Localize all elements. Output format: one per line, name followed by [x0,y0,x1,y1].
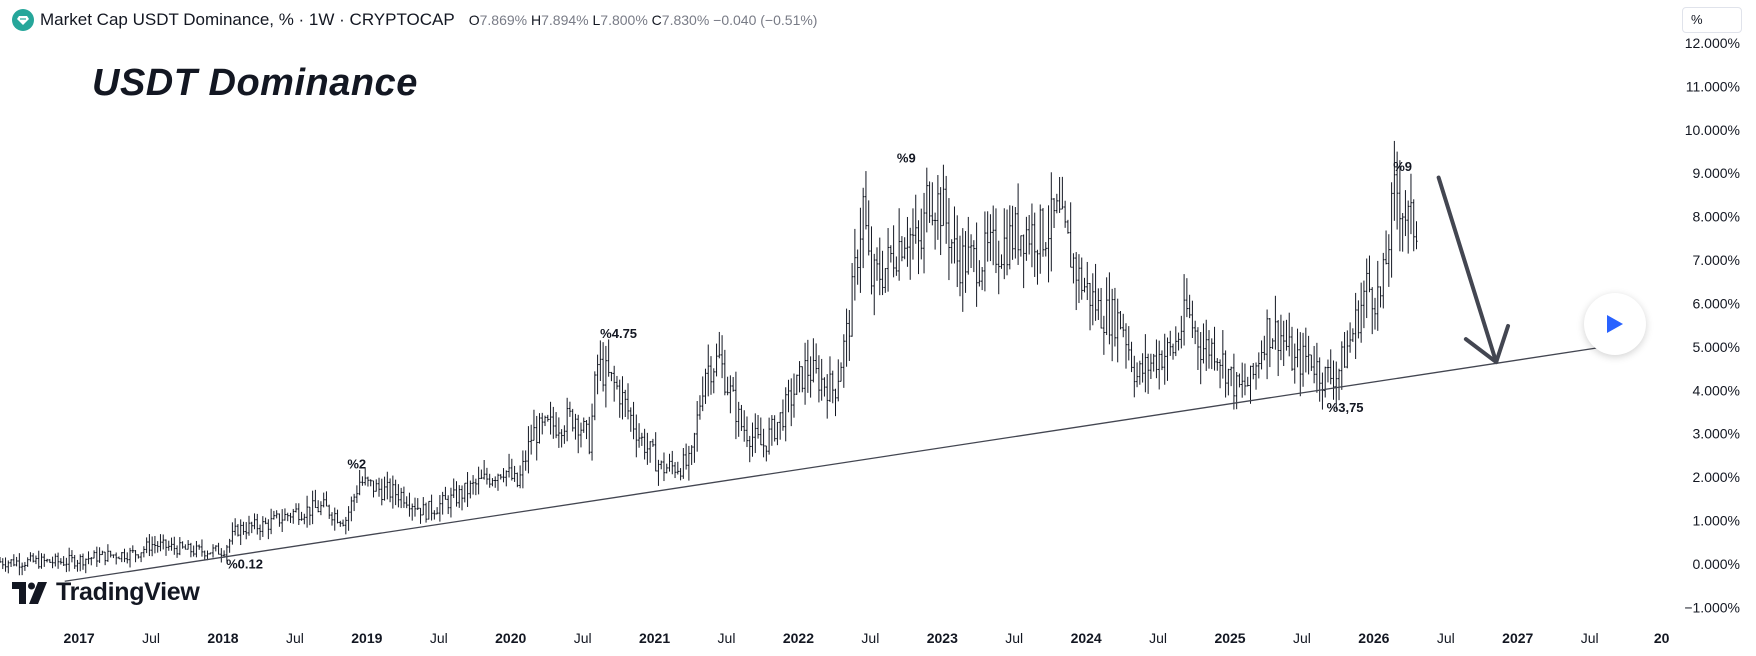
price-annotation: %9 [1393,159,1412,174]
y-tick-label: 0.000% [1693,556,1740,572]
y-tick-label: 8.000% [1693,209,1740,225]
y-tick-label: 9.000% [1693,165,1740,181]
overlay-title: USDT Dominance [92,62,418,104]
ohlc-values: O7.869% H7.894% L7.800% C7.830% −0.040 (… [469,12,818,28]
y-tick-label: 12.000% [1685,35,1740,51]
close-value: 7.830% [661,12,710,28]
high-value: 7.894% [541,12,589,28]
x-tick-label: 2018 [207,630,238,646]
price-annotation: %0.12 [226,556,263,571]
x-tick-label: Jul [430,630,448,646]
price-annotation: %3,75 [1327,400,1364,415]
x-axis[interactable]: 2017 Jul 2018 Jul 2019 Jul 2020 Jul 2021 Jul 2022 J… [64,630,1670,646]
x-tick-label: Jul [861,630,879,646]
y-tick-label: 5.000% [1693,339,1740,355]
y-tick-label: 11.000% [1686,78,1740,94]
trendline-layer [64,346,1605,582]
arrow-layer [1436,175,1511,365]
x-tick-label: 2027 [1502,630,1533,646]
tradingview-logo-icon [12,581,47,604]
legend-header: Market Cap USDT Dominance, % · 1W · CRYP… [12,8,817,32]
y-axis[interactable]: 12.000% 11.000% 10.000% 9.000% 8.000% 7.000% 6… [1684,35,1740,615]
change-value: −0.040 (−0.51%) [713,12,818,28]
x-tick-label: 2024 [1071,630,1102,646]
play-button[interactable] [1584,293,1646,355]
close-label: C [651,12,662,28]
x-tick-label: 2023 [927,630,958,646]
x-tick-label: Jul [1581,630,1599,646]
price-annotation: %4.75 [600,326,637,341]
x-tick-label: Jul [286,630,304,646]
play-icon [1607,315,1623,333]
y-tick-label: −1.000% [1684,599,1740,615]
x-tick-label: 2020 [495,630,526,646]
x-tick-label: Jul [1149,630,1167,646]
y-tick-label: 10.000% [1685,122,1740,138]
symbol-title[interactable]: Market Cap USDT Dominance, % · 1W · CRYP… [40,10,455,29]
high-label: H [531,12,542,28]
annotation-layer: %0.12 %2 %4.75 %9 %9 %3,75 [226,150,1412,571]
x-tick-label: 2019 [351,630,382,646]
x-tick-label: 2026 [1358,630,1389,646]
down-arrow-shaft[interactable] [1436,175,1499,365]
x-tick-label: Jul [574,630,592,646]
tradingview-branding[interactable]: TradingView [12,578,200,607]
y-tick-label: 4.000% [1693,382,1740,398]
x-tick-label: Jul [1005,630,1023,646]
x-tick-label: 20 [1654,630,1670,646]
price-annotation: %2 [347,456,366,471]
x-tick-label: Jul [718,630,736,646]
open-label: O [468,12,480,28]
brand-name: TradingView [56,578,200,606]
x-tick-label: Jul [142,630,160,646]
x-tick-label: 2022 [783,630,814,646]
price-annotation: %9 [897,150,916,165]
x-tick-label: Jul [1437,630,1455,646]
y-tick-label: 3.000% [1693,426,1740,442]
candles-layer [0,140,1418,576]
scale-mode-button[interactable]: % [1682,7,1742,33]
open-value: 7.869% [479,12,528,28]
low-label: L [592,12,601,28]
x-tick-label: 2017 [64,630,95,646]
y-tick-label: 6.000% [1693,295,1740,311]
down-arrow-head[interactable] [1463,337,1499,365]
y-tick-label: 1.000% [1693,513,1740,529]
x-tick-label: 2025 [1214,630,1245,646]
low-value: 7.800% [600,12,648,28]
down-arrow-head[interactable] [1494,323,1511,365]
tether-diamond-icon[interactable] [12,9,34,31]
y-tick-label: 2.000% [1693,469,1740,485]
x-tick-label: Jul [1293,630,1311,646]
support-trendline[interactable] [64,346,1605,582]
x-tick-label: 2021 [639,630,670,646]
y-tick-label: 7.000% [1693,252,1740,268]
